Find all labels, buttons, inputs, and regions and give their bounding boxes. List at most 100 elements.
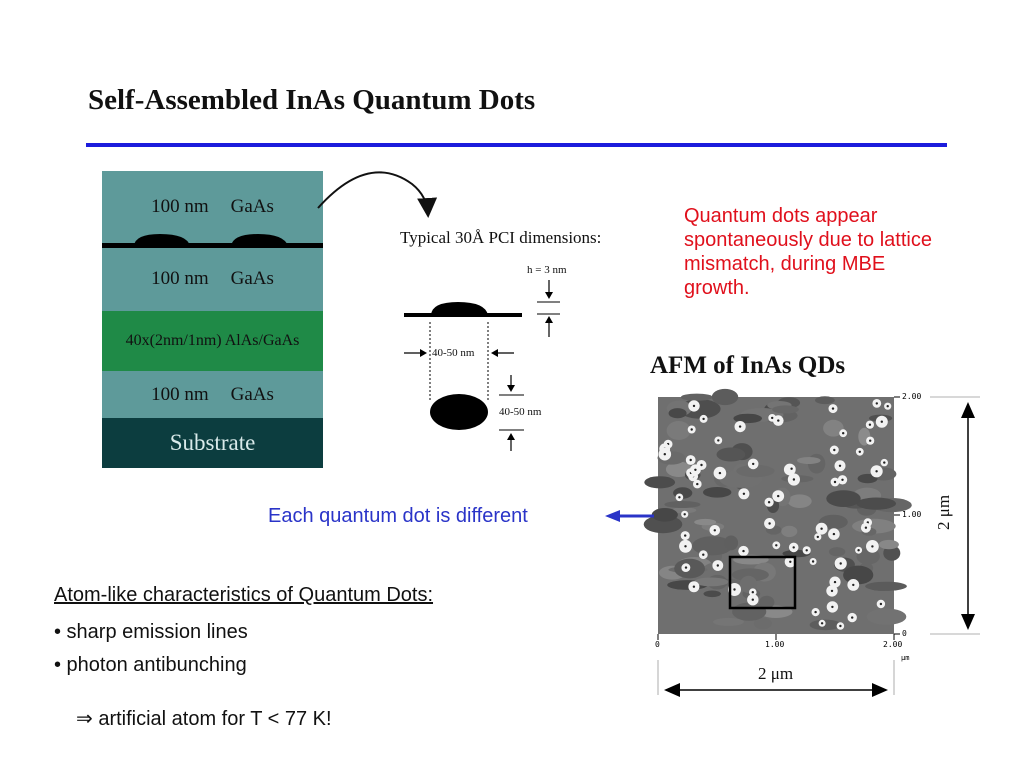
afm-dot-core (692, 404, 696, 408)
afm-unit-label: µm (901, 654, 910, 662)
afm-terrace (664, 501, 701, 508)
pci-title: Typical 30Å PCI dimensions: (400, 228, 602, 247)
layer-label: Substrate (169, 430, 256, 455)
afm-dot-core (689, 458, 692, 462)
afm-image (643, 388, 912, 634)
afm-dot-core (833, 448, 836, 452)
afm-terrace (651, 508, 678, 522)
afm-dot-core (792, 546, 795, 549)
afm-terrace (668, 408, 687, 419)
afm-terrace (856, 497, 896, 510)
afm-terrace (694, 518, 717, 526)
afm-dot-core (842, 432, 845, 435)
afm-dot-core (790, 467, 793, 470)
afm-y-tick: 0 (902, 629, 907, 638)
afm-terrace (787, 494, 812, 509)
layer-material: GaAs (230, 196, 274, 217)
afm-dot-core (883, 461, 886, 464)
afm-terrace (731, 568, 769, 582)
quantum-dot-shape (134, 234, 190, 246)
afm-scale-y-label: 2 μm (934, 494, 953, 530)
afm-dot-core (768, 522, 771, 525)
substrate-layer: Substrate (102, 418, 323, 468)
afm-terrace (809, 619, 841, 631)
afm-dot-core (733, 588, 736, 591)
afm-dot-core (839, 562, 842, 565)
afm-dot-core (742, 492, 746, 495)
afm-dot-core (696, 482, 699, 486)
afm-dot-core (663, 453, 666, 456)
afm-dot-core (833, 480, 837, 484)
layer-thickness: 100 nm (151, 268, 209, 289)
afm-terrace (680, 393, 713, 401)
afm-dot-core (752, 462, 755, 466)
afm-dot-core (875, 402, 878, 405)
afm-dot-core (833, 580, 837, 584)
afm-terrace (713, 617, 744, 626)
cap-gaas-layer: 100 nm GaAs (102, 171, 323, 247)
layer-label: 40x(2nm/1nm) AlAs/GaAs (125, 332, 300, 349)
afm-dot-core (775, 544, 778, 547)
pci-dot-profile (431, 302, 488, 315)
afm-dot-core (792, 478, 796, 481)
afm-terrace (703, 487, 732, 498)
afm-dot-core (692, 585, 696, 588)
afm-dot-core (811, 560, 815, 563)
afm-terrace (857, 473, 878, 484)
afm-y-tick: 1.00 (902, 510, 922, 519)
afm-terrace (703, 590, 721, 598)
afm-dot-core (841, 478, 844, 481)
afm-highlight-box (728, 555, 797, 610)
pci-dot-top-view (430, 394, 488, 430)
afm-dot-core (864, 526, 868, 529)
afm-dot-core (869, 439, 872, 442)
afm-dot-core (879, 602, 883, 606)
characteristic-bullet: • sharp emission lines (54, 621, 248, 643)
superlattice-layer: 40x(2nm/1nm) AlAs/GaAs (102, 311, 323, 371)
layer-material: GaAs (230, 268, 274, 289)
afm-dot-core (789, 560, 792, 563)
pci-depth-label: 40-50 nm (499, 406, 542, 418)
afm-dot-core (751, 598, 754, 601)
afm-terrace (724, 535, 739, 551)
afm-terrace (823, 419, 844, 437)
layer-thickness: 100 nm (151, 196, 209, 217)
afm-dot-core (777, 494, 780, 498)
quantum-dot-shape (231, 234, 288, 246)
afm-terrace (772, 405, 799, 414)
afm-terrace (865, 581, 907, 591)
afm-terrace (843, 565, 874, 585)
characteristic-bullet: • photon antibunching (54, 654, 247, 676)
spacer-gaas-layer: 100 nm GaAs (102, 247, 323, 311)
afm-dot-core (831, 605, 834, 609)
mbe-growth-note: Quantum dots appear spontaneously due to… (684, 205, 932, 299)
afm-terrace (797, 457, 821, 464)
conclusion-text: ⇒ artificial atom for T < 77 K! (76, 708, 332, 730)
afm-terrace (781, 525, 798, 538)
pci-height-label: h = 3 nm (527, 264, 567, 276)
afm-terrace (711, 388, 739, 406)
afm-dot-core (858, 450, 861, 453)
afm-terrace (671, 507, 697, 514)
afm-scale-x-label: 2 μm (758, 664, 794, 683)
page-title: Self-Assembled InAs Quantum Dots (88, 84, 536, 116)
afm-dot-core (880, 420, 883, 423)
afm-dot-core (868, 423, 872, 426)
afm-terrace (866, 608, 907, 625)
afm-dot-core (814, 610, 817, 614)
afm-x-tick: 0 (655, 640, 660, 649)
curved-arrow (317, 171, 438, 218)
afm-terrace (666, 421, 691, 440)
afm-dot-core (805, 549, 808, 552)
afm-dot-core (875, 470, 878, 473)
afm-dot-core (839, 624, 842, 628)
afm-terrace (759, 595, 775, 609)
afm-dot-core (838, 464, 842, 467)
afm-dot-core (831, 407, 835, 410)
afm-dot-core (684, 545, 687, 548)
afm-dot-core (830, 589, 834, 593)
afm-dot-core (777, 419, 780, 422)
afm-dot-core (820, 622, 824, 625)
afm-dot-core (742, 549, 745, 553)
afm-dot-core (717, 439, 720, 442)
